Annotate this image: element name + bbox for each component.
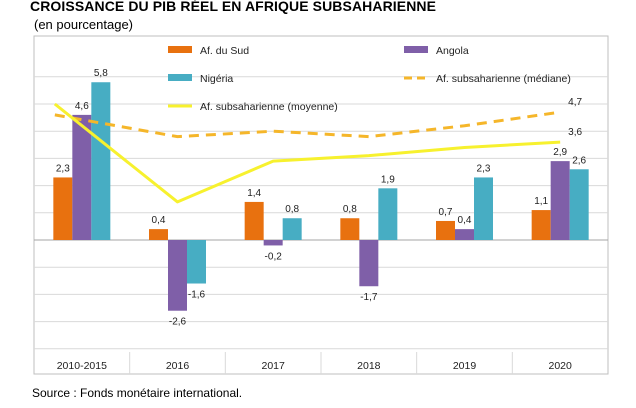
- bar: [282, 218, 302, 240]
- line-data-label: 4,7: [568, 97, 582, 108]
- data-label: -1,6: [188, 290, 206, 301]
- bar: [569, 169, 589, 240]
- legend-swatch: [168, 46, 192, 53]
- legend-label: Angola: [436, 45, 469, 57]
- data-label: 1,9: [381, 174, 395, 185]
- bar: [91, 82, 111, 241]
- data-label: 1,1: [534, 196, 548, 207]
- data-label: -0,2: [265, 251, 283, 262]
- bar: [474, 177, 493, 240]
- x-tick-label: 2020: [548, 360, 572, 372]
- bar: [340, 218, 360, 240]
- legend-label: Af. du Sud: [200, 45, 249, 57]
- plot-frame: [33, 35, 609, 375]
- data-label: 2,6: [572, 155, 586, 166]
- x-tick-label: 2018: [357, 360, 381, 372]
- legend-swatch: [404, 46, 428, 53]
- median-line: [54, 110, 561, 139]
- bar: [359, 240, 379, 287]
- legend-label: Af. subsaharienne (médiane): [436, 73, 571, 85]
- data-label: 2,9: [553, 147, 567, 158]
- legend-swatch: [168, 74, 192, 81]
- data-label: -2,6: [169, 317, 187, 328]
- bar: [168, 240, 187, 311]
- data-label: 5,8: [94, 68, 108, 79]
- bar: [244, 201, 264, 240]
- data-label: 0,8: [285, 204, 299, 215]
- legend-label: Nigéria: [200, 73, 233, 85]
- legend-label: Af. subsaharienne (moyenne): [200, 101, 338, 113]
- data-label: 0,4: [152, 215, 166, 226]
- chart-subtitle: (en pourcentage): [34, 17, 134, 32]
- x-tick-label: 2016: [166, 360, 190, 372]
- bar: [378, 188, 398, 240]
- data-label: 1,4: [247, 188, 261, 199]
- line-data-label: 3,6: [568, 127, 582, 138]
- data-label: 0,4: [458, 215, 472, 226]
- chart-title: CROISSANCE DU PIB RÉEL EN AFRIQUE SUBSAH…: [30, 0, 437, 14]
- bar: [436, 220, 455, 240]
- data-label: 0,8: [343, 204, 357, 215]
- data-label: 2,3: [477, 163, 491, 174]
- data-label: 0,7: [439, 207, 453, 218]
- data-label: 4,6: [75, 101, 89, 112]
- source-note: Source : Fonds monétaire international.: [32, 386, 243, 400]
- bar: [53, 177, 73, 240]
- bar: [550, 161, 570, 240]
- mean-line: [53, 102, 561, 204]
- bar: [263, 240, 283, 246]
- bar: [455, 229, 474, 240]
- x-tick-label: 2017: [261, 360, 285, 372]
- bar: [149, 229, 168, 240]
- x-tick-label: 2019: [453, 360, 477, 372]
- bar: [72, 114, 92, 240]
- bar: [531, 210, 551, 240]
- x-tick-label: 2010-2015: [57, 360, 107, 372]
- data-label: 2,3: [56, 163, 70, 174]
- data-label: -1,7: [360, 292, 378, 303]
- bar: [187, 240, 206, 284]
